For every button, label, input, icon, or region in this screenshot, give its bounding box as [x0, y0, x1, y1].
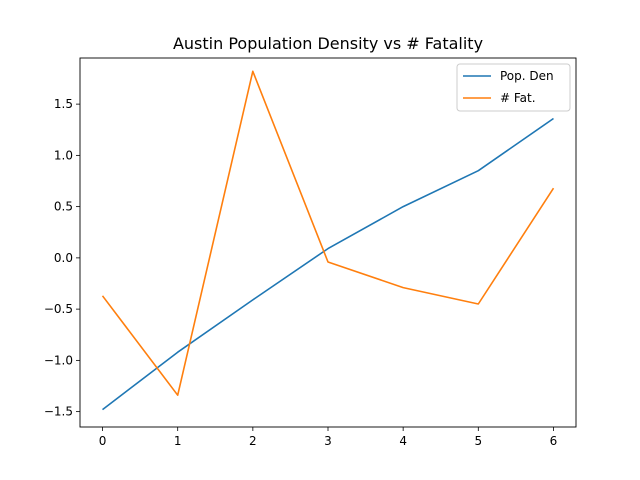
x-tick-label: 6	[550, 434, 558, 448]
data-point	[177, 352, 178, 353]
x-tick-label: 1	[174, 434, 182, 448]
y-tick-label: 1.0	[54, 148, 73, 162]
data-point	[478, 170, 479, 171]
data-point	[327, 248, 328, 249]
data-point	[252, 299, 253, 300]
data-point	[177, 395, 178, 396]
series-lines	[101, 70, 555, 411]
x-tick-label: 5	[474, 434, 482, 448]
x-tick-label: 4	[399, 434, 407, 448]
plot-area-frame	[79, 57, 577, 428]
x-tick-label: 2	[249, 434, 257, 448]
y-tick-label: −0.5	[44, 302, 73, 316]
data-point	[327, 261, 328, 262]
legend: Pop. Den # Fat.	[456, 63, 571, 112]
series-line-0	[102, 117, 554, 411]
y-tick-label: 0.0	[54, 251, 73, 265]
data-point	[478, 303, 479, 304]
data-point	[403, 206, 404, 207]
x-tick-label: 0	[99, 434, 107, 448]
data-point	[553, 188, 554, 189]
data-point	[553, 118, 554, 119]
data-point	[102, 295, 103, 296]
y-tick-label: 1.5	[54, 97, 73, 111]
y-tick-label: −1.5	[44, 405, 73, 419]
y-tick-label: −1.0	[44, 353, 73, 367]
legend-label: # Fat.	[500, 91, 536, 105]
chart-title: Austin Population Density vs # Fatality	[173, 34, 483, 53]
x-tick-label: 3	[324, 434, 332, 448]
legend-label: Pop. Den	[500, 69, 554, 83]
data-point	[102, 409, 103, 410]
y-axis: −1.5 −1.0 −0.5 0.0 0.5 1.0 1.5	[44, 97, 80, 419]
series-line-1	[101, 70, 555, 397]
data-point	[403, 287, 404, 288]
x-axis: 0 1 2 3 4 5 6	[99, 427, 558, 448]
data-point	[252, 71, 253, 72]
y-tick-label: 0.5	[54, 200, 73, 214]
